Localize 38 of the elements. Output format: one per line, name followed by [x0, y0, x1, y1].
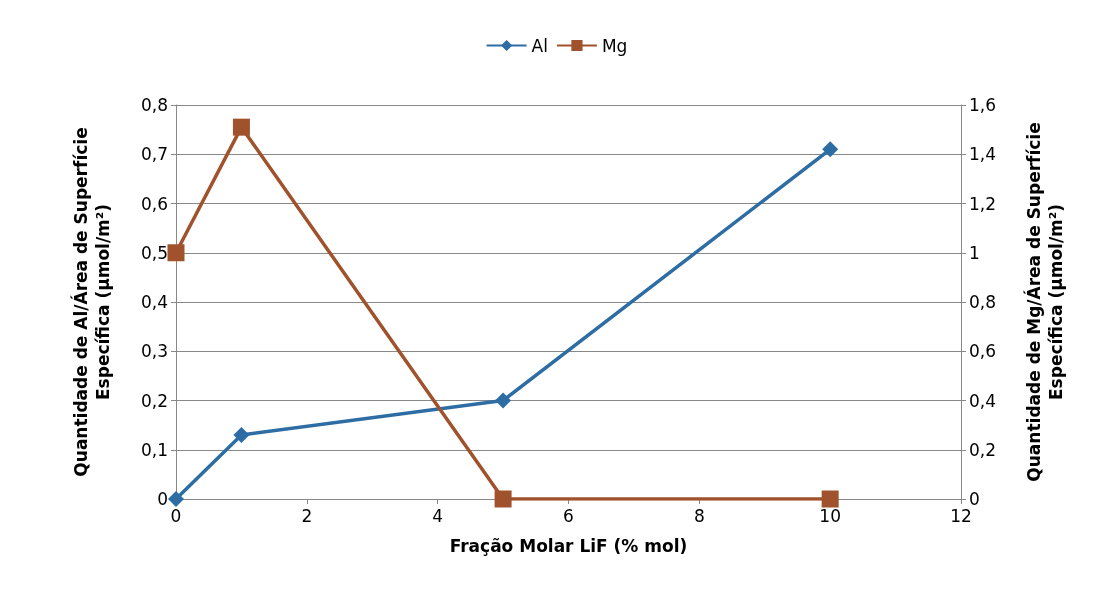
- y2-tick-label: 1: [969, 242, 980, 263]
- x-axis-title: Fração Molar LiF (% mol): [449, 536, 688, 556]
- y-tick-label: 0,5: [140, 242, 168, 263]
- point: [494, 490, 512, 508]
- y-tick-label: 0: [157, 489, 168, 509]
- y-tick-label: 0,8: [140, 95, 168, 115]
- y2-tick-label: 1,2: [969, 193, 997, 214]
- y-tick-label: 0,1: [140, 439, 168, 460]
- y2-tick-label: 1,6: [969, 95, 997, 115]
- point: [821, 490, 839, 508]
- x-tick-label: 4: [432, 505, 444, 526]
- legend-label: Al: [531, 35, 548, 56]
- x-tick-label: 12: [950, 505, 972, 526]
- y2-tick-label: 0,2: [969, 439, 997, 460]
- x-tick-label: 2: [301, 505, 313, 526]
- y-tick-label: 0,3: [140, 341, 168, 362]
- y-tick-label: 0,4: [140, 292, 168, 312]
- y-tick-label: 0,2: [140, 390, 168, 411]
- y-axis-title: Quantidade de Al/Área de Superfície Específica (µmol/m²): [70, 127, 113, 477]
- point: [232, 118, 250, 136]
- y2-tick-label: 1,4: [969, 144, 997, 165]
- y2-tick-label: 0,8: [969, 292, 997, 312]
- y2-axis-title: Quantidade de Mg/Área de Superfície Específica (µmol/m²): [1023, 122, 1066, 482]
- point: [495, 392, 512, 409]
- x-tick-label: 0: [170, 505, 182, 526]
- point: [822, 141, 839, 158]
- point: [168, 491, 184, 507]
- point: [233, 426, 250, 443]
- x-tick-label: 6: [563, 505, 574, 526]
- x-tick-label: 10: [819, 505, 841, 526]
- x-tick-label: 8: [693, 505, 705, 526]
- legend-label: Mg: [601, 35, 628, 56]
- y2-tick-label: 0,4: [969, 390, 997, 411]
- y-tick-label: 0,7: [140, 144, 168, 165]
- y-tick-label: 0,6: [140, 193, 168, 214]
- y2-tick-label: 0,6: [969, 341, 997, 362]
- y2-tick-label: 0: [969, 489, 980, 509]
- point: [167, 244, 185, 262]
